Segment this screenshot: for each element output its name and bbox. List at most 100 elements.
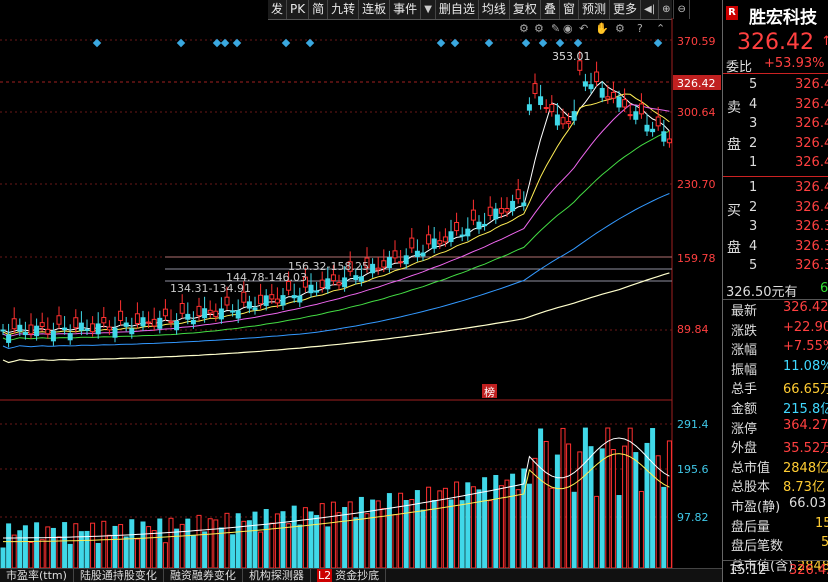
volume-axis-label-1: 291.4 bbox=[677, 418, 709, 431]
volume-bar bbox=[151, 530, 157, 568]
sell-side-label-2: 盘 bbox=[727, 137, 741, 153]
candle-body bbox=[560, 117, 566, 125]
weibi-row: 委比 +53.93% bbox=[723, 56, 828, 75]
volume-bar bbox=[45, 526, 51, 568]
volume-bar bbox=[258, 531, 264, 568]
toolbar-fa-button[interactable]: 发 bbox=[268, 0, 288, 19]
event-diamond-icon bbox=[176, 38, 186, 48]
candle-body bbox=[370, 263, 376, 274]
candle-body bbox=[28, 324, 34, 335]
volume-bar bbox=[84, 530, 90, 568]
toolbar-adjust-button[interactable]: 复权 bbox=[510, 0, 541, 19]
candle-body bbox=[286, 280, 292, 291]
stat-row-volume: 总手 66.65万 bbox=[723, 378, 828, 398]
kline-chart[interactable]: 370.59 326.42 300.64 230.70 159.78 89.84… bbox=[0, 0, 722, 568]
buy-price: 326.39 bbox=[795, 219, 828, 234]
volume-bar bbox=[409, 499, 415, 568]
candle-body bbox=[196, 305, 202, 317]
order-volume-line: 326.50元有 699 bbox=[723, 281, 828, 300]
sell-row-2[interactable]: 2 326.43 bbox=[723, 136, 828, 156]
stock-name[interactable]: 胜宏科技 bbox=[749, 8, 817, 28]
buy-row-5[interactable]: 5 326.37 bbox=[723, 258, 828, 278]
volume-axis-label-3: 97.82 bbox=[677, 511, 709, 524]
candle-body bbox=[487, 206, 493, 216]
tab-institution[interactable]: 机构探测器 bbox=[243, 569, 311, 582]
tab-capital-bottom[interactable]: L2 资金抄底 bbox=[311, 569, 387, 582]
buy-row-1[interactable]: 1 326.41 bbox=[723, 180, 828, 200]
volume-bar bbox=[403, 500, 409, 568]
candle-body bbox=[347, 261, 353, 272]
toolbar-events-button[interactable]: 事件 bbox=[390, 0, 422, 19]
toolbar-lianban-button[interactable]: 连板 bbox=[359, 0, 391, 19]
l2-badge: L2 bbox=[316, 569, 333, 582]
toolbar-remove-watchlist-button[interactable]: 删自选 bbox=[436, 0, 479, 19]
volume-bar bbox=[230, 534, 236, 568]
stat-label: 盘后量 bbox=[731, 519, 771, 535]
volume-bar bbox=[174, 528, 180, 568]
toolbar-forecast-button[interactable]: 预测 bbox=[579, 0, 610, 19]
toolbar-ma-button[interactable]: 均线 bbox=[479, 0, 510, 19]
toolbar-prev-icon[interactable]: ◀| bbox=[641, 0, 660, 19]
toolbar-jiuzhuan-button[interactable]: 九转 bbox=[328, 0, 360, 19]
volume-bar bbox=[207, 518, 213, 568]
candle-body bbox=[616, 96, 622, 108]
candle-body bbox=[62, 327, 68, 331]
sell-row-3[interactable]: 3 326.44 bbox=[723, 116, 828, 136]
volume-bar bbox=[616, 495, 622, 568]
toolbar-zoom-in-icon[interactable]: ⊕ bbox=[659, 0, 675, 19]
candle-body bbox=[543, 107, 549, 110]
volume-bar bbox=[291, 505, 297, 568]
buy-level: 4 bbox=[749, 238, 758, 254]
volume-ma5-line bbox=[3, 437, 670, 539]
buy-row-3[interactable]: 3 326.39 bbox=[723, 219, 828, 239]
sell-row-5[interactable]: 5 326.46 bbox=[723, 77, 828, 97]
sell-row-4[interactable]: 4 326.45 bbox=[723, 97, 828, 117]
volume-bar bbox=[308, 511, 314, 568]
volume-bar bbox=[67, 543, 73, 568]
volume-bar bbox=[605, 427, 611, 568]
buy-row-4[interactable]: 4 326.38 bbox=[723, 239, 828, 259]
price-up-icon: ↑ bbox=[821, 34, 828, 49]
candle-body bbox=[420, 252, 426, 257]
tab-margin[interactable]: 融资融券变化 bbox=[164, 569, 243, 582]
candle-body bbox=[118, 310, 124, 321]
buy-row-2[interactable]: 2 326.40 bbox=[723, 200, 828, 220]
volume-bar bbox=[274, 513, 280, 568]
tab-northbound[interactable]: 陆股通持股变化 bbox=[74, 569, 164, 582]
candle-body bbox=[538, 96, 544, 106]
candle-body bbox=[504, 208, 510, 213]
candle-body bbox=[302, 276, 308, 288]
volume-bar bbox=[17, 530, 23, 568]
toolbar-more-button[interactable]: 更多 bbox=[610, 0, 641, 19]
volume-bar bbox=[493, 474, 499, 568]
toolbar-overlay-button[interactable]: 叠 bbox=[541, 0, 560, 19]
toolbar-dropdown-icon[interactable]: ▼ bbox=[421, 0, 436, 19]
settings-gear-icon: ⚙ bbox=[519, 22, 529, 35]
toolbar-simple-button[interactable]: 简 bbox=[309, 0, 329, 19]
volume-bar bbox=[577, 451, 583, 568]
toolbar-pk-button[interactable]: PK bbox=[287, 0, 310, 19]
candle-body bbox=[146, 321, 152, 324]
candle-body bbox=[554, 114, 560, 126]
price-line: 326.42 ↑ bbox=[723, 28, 828, 56]
candle-body bbox=[297, 295, 303, 303]
volume-bar bbox=[325, 526, 331, 568]
tab-pe-ttm[interactable]: 市盈率(ttm) bbox=[0, 569, 74, 582]
sell-row-1[interactable]: 1 326.42 bbox=[723, 155, 828, 175]
candle-body bbox=[235, 310, 241, 319]
toolbar-window-button[interactable]: 窗 bbox=[560, 0, 579, 19]
volume-bar bbox=[364, 513, 370, 568]
candle-body bbox=[437, 240, 443, 245]
high-price-label: 353.01 bbox=[552, 50, 591, 63]
volume-bar bbox=[454, 481, 460, 568]
sell-level: 5 bbox=[749, 77, 758, 92]
volume-bar bbox=[90, 522, 96, 568]
stat-value: 215.8亿 bbox=[783, 401, 828, 417]
toolbar-zoom-out-icon[interactable]: ⊖ bbox=[674, 0, 690, 19]
volume-bar bbox=[302, 507, 308, 568]
candle-body bbox=[392, 250, 398, 259]
candle-body bbox=[67, 333, 73, 341]
ma120-line bbox=[2, 272, 670, 364]
candle-body bbox=[599, 87, 605, 98]
candle-body bbox=[213, 310, 219, 318]
